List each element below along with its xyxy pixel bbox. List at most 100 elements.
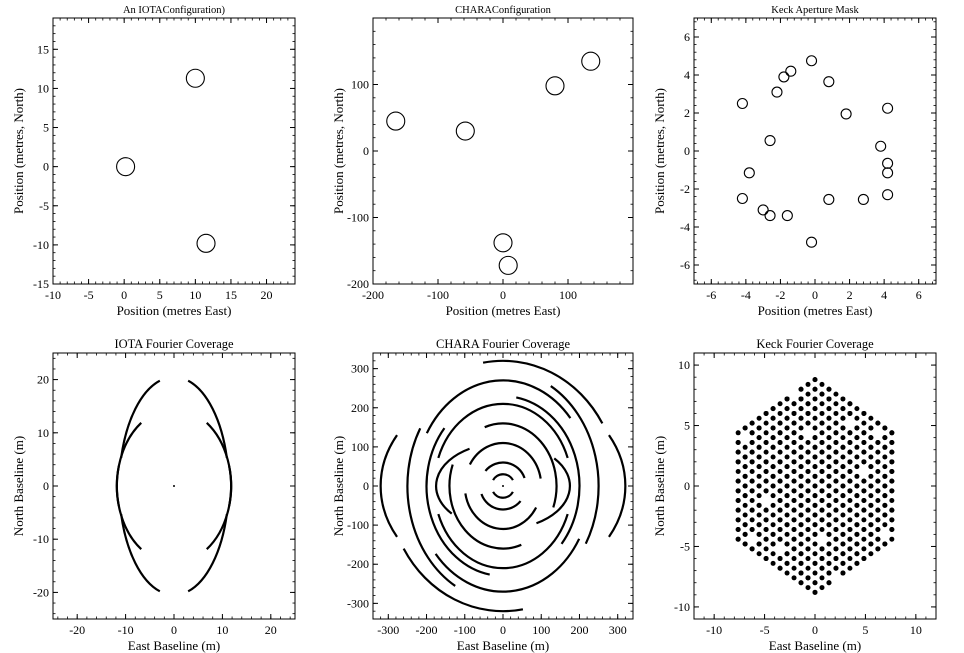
uv-sample-dot bbox=[819, 585, 825, 591]
uv-track-arc bbox=[492, 473, 514, 481]
y-tick-label: 100 bbox=[351, 440, 369, 454]
x-axis-label: East Baseline (m) bbox=[457, 638, 549, 653]
aperture-circle bbox=[185, 68, 205, 88]
uv-sample-dot bbox=[763, 536, 769, 542]
uv-sample-dot bbox=[791, 507, 797, 513]
uv-sample-dot bbox=[735, 468, 741, 474]
uv-sample-dot bbox=[847, 468, 853, 474]
uv-sample-dot bbox=[805, 449, 811, 455]
y-tick-label: 10 bbox=[678, 358, 690, 372]
uv-sample-dot bbox=[833, 439, 839, 445]
uv-sample-dot bbox=[861, 507, 867, 513]
y-axis-label: North Baseline (m) bbox=[11, 436, 26, 536]
uv-sample-dot bbox=[812, 560, 818, 566]
x-tick-label: -100 bbox=[427, 288, 449, 302]
uv-sample-dot bbox=[861, 498, 867, 504]
uv-sample-dot bbox=[812, 522, 818, 528]
uv-sample-dot bbox=[833, 478, 839, 484]
y-tick-label: 20 bbox=[37, 373, 49, 387]
aperture-circle bbox=[196, 233, 216, 253]
uv-sample-dot bbox=[875, 536, 881, 542]
uv-sample-dot bbox=[777, 420, 783, 426]
y-tick-label: -10 bbox=[33, 532, 49, 546]
uv-sample-dot bbox=[742, 464, 748, 470]
uv-sample-dot bbox=[819, 391, 825, 397]
uv-sample-dot bbox=[854, 454, 860, 460]
uv-sample-dot bbox=[854, 502, 860, 508]
aperture-circle bbox=[805, 236, 818, 248]
uv-sample-dot bbox=[749, 449, 755, 455]
uv-sample-dot bbox=[847, 430, 853, 436]
uv-sample-dot bbox=[861, 459, 867, 465]
uv-track-arc bbox=[492, 491, 514, 499]
uv-sample-dot bbox=[770, 522, 776, 528]
uv-sample-dot bbox=[854, 483, 860, 489]
uv-sample-dot bbox=[833, 391, 839, 397]
uv-sample-dot bbox=[784, 473, 790, 479]
uv-sample-dot bbox=[791, 565, 797, 571]
uv-sample-dot bbox=[763, 546, 769, 552]
uv-sample-dot bbox=[791, 556, 797, 562]
uv-sample-dot bbox=[791, 420, 797, 426]
y-tick-label: 0 bbox=[684, 479, 690, 493]
aperture-circle bbox=[581, 51, 601, 71]
uv-sample-dot bbox=[840, 415, 846, 421]
uv-sample-dot bbox=[819, 468, 825, 474]
x-tick-label: 100 bbox=[559, 288, 577, 302]
aperture-circle bbox=[882, 167, 894, 179]
uv-sample-dot bbox=[826, 444, 832, 450]
uv-sample-dot bbox=[819, 401, 825, 407]
uv-sample-dot bbox=[826, 415, 832, 421]
uv-sample-dot bbox=[763, 449, 769, 455]
uv-sample-dot bbox=[756, 483, 762, 489]
uv-sample-dot bbox=[861, 517, 867, 523]
uv-sample-dot bbox=[847, 498, 853, 504]
aperture-circle bbox=[545, 76, 565, 96]
aperture-circle bbox=[857, 193, 869, 205]
uv-track-arc bbox=[482, 359, 604, 424]
uv-sample-dot bbox=[798, 464, 804, 470]
y-tick-label: -100 bbox=[347, 518, 369, 532]
uv-track-arc bbox=[437, 402, 569, 459]
uv-sample-dot bbox=[805, 507, 811, 513]
uv-sample-dot bbox=[791, 527, 797, 533]
uv-sample-dot bbox=[742, 541, 748, 547]
uv-sample-dot bbox=[875, 420, 881, 426]
uv-sample-dot bbox=[749, 430, 755, 436]
uv-sample-dot bbox=[819, 459, 825, 465]
uv-sample-dot bbox=[847, 401, 853, 407]
uv-sample-dot bbox=[847, 517, 853, 523]
chart-title: Keck Aperture Mask bbox=[771, 5, 859, 16]
uv-sample-dot bbox=[798, 502, 804, 508]
uv-sample-dot bbox=[889, 498, 895, 504]
uv-sample-dot bbox=[826, 473, 832, 479]
uv-sample-dot bbox=[819, 420, 825, 426]
uv-sample-dot bbox=[749, 488, 755, 494]
aperture-circle bbox=[875, 140, 887, 152]
y-tick-label: 200 bbox=[351, 401, 369, 415]
uv-sample-dot bbox=[805, 468, 811, 474]
y-tick-label: 15 bbox=[37, 42, 49, 56]
aperture-circle bbox=[840, 108, 852, 120]
y-tick-label: -200 bbox=[347, 557, 369, 571]
aperture-circle bbox=[781, 210, 793, 222]
uv-sample-dot bbox=[833, 517, 839, 523]
uv-sample-dot bbox=[777, 478, 783, 484]
uv-sample-dot bbox=[854, 406, 860, 412]
uv-sample-dot bbox=[868, 551, 874, 557]
uv-sample-dot bbox=[875, 527, 881, 533]
uv-sample-dot bbox=[840, 560, 846, 566]
uv-sample-dot bbox=[882, 425, 888, 431]
x-tick-label: 20 bbox=[261, 288, 273, 302]
uv-sample-dot bbox=[805, 381, 811, 387]
uv-track-arc bbox=[120, 514, 161, 593]
uv-sample-dot bbox=[777, 527, 783, 533]
uv-sample-dot bbox=[840, 473, 846, 479]
x-tick-label: 300 bbox=[609, 623, 627, 637]
uv-sample-dot bbox=[889, 527, 895, 533]
x-tick-label: -200 bbox=[416, 623, 438, 637]
uv-sample-dot bbox=[875, 468, 881, 474]
uv-sample-dot bbox=[770, 531, 776, 537]
uv-sample-dot bbox=[742, 425, 748, 431]
x-tick-label: -4 bbox=[741, 288, 751, 302]
